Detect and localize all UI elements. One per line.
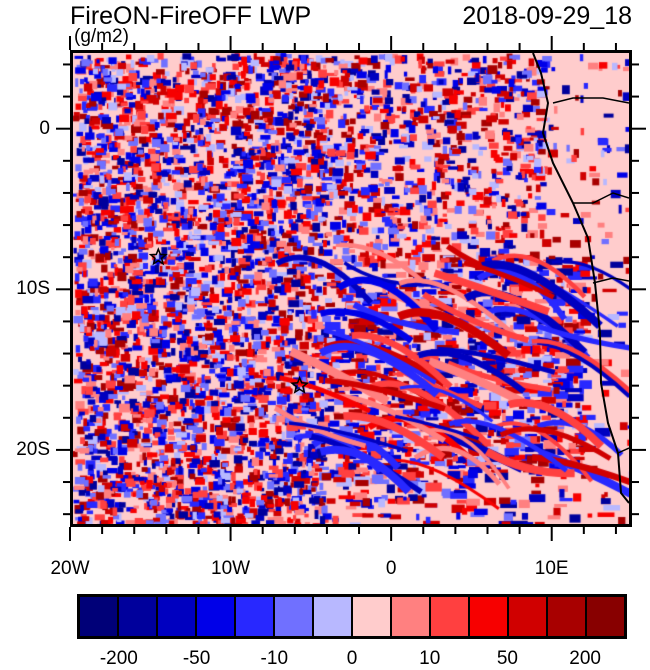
plot-date: 2018-09-29_18 bbox=[462, 2, 632, 30]
colorbar-label: 10 bbox=[419, 648, 441, 669]
coastline-overlay bbox=[532, 53, 629, 504]
colorbar-label: 50 bbox=[496, 648, 518, 669]
x-tick-label: 10E bbox=[534, 558, 569, 579]
x-tick-label: 0 bbox=[385, 558, 397, 579]
colorbar bbox=[77, 594, 627, 639]
colorbar-swatch bbox=[431, 597, 468, 636]
colorbar-swatch bbox=[509, 597, 546, 636]
colorbar-swatch bbox=[80, 597, 117, 636]
colorbar-label: 200 bbox=[569, 648, 601, 669]
colorbar-label: -50 bbox=[182, 648, 211, 669]
y-tick-label: 0 bbox=[39, 117, 50, 139]
border bbox=[617, 447, 629, 454]
x-tick-label: 10W bbox=[211, 558, 251, 579]
colorbar-swatch bbox=[119, 597, 156, 636]
colorbar-label: -10 bbox=[260, 648, 289, 669]
border bbox=[592, 277, 629, 284]
colorbar-swatch bbox=[314, 597, 351, 636]
units-label: (g/m2) bbox=[74, 26, 129, 47]
colorbar-swatch bbox=[197, 597, 234, 636]
colorbar-swatch bbox=[548, 597, 585, 636]
colorbar-label: 0 bbox=[346, 648, 358, 669]
star-marker bbox=[148, 247, 168, 266]
plot-title: FireON-FireOFF LWP bbox=[70, 2, 312, 30]
colorbar-swatch bbox=[158, 597, 195, 636]
colorbar-swatch bbox=[353, 597, 390, 636]
y-tick-label: 10S bbox=[16, 278, 50, 300]
y-tick-label: 20S bbox=[16, 438, 50, 460]
lwp-difference-field bbox=[73, 53, 629, 524]
colorbar-label: -200 bbox=[99, 648, 138, 669]
colorbar-swatch bbox=[236, 597, 273, 636]
colorbar-swatch bbox=[587, 597, 624, 636]
colorbar-swatch bbox=[392, 597, 429, 636]
colorbar-swatch bbox=[275, 597, 312, 636]
border bbox=[552, 97, 629, 104]
colorbar-swatch bbox=[470, 597, 507, 636]
border bbox=[573, 192, 629, 204]
coastline bbox=[532, 53, 629, 504]
x-tick-label: 20W bbox=[50, 558, 90, 579]
map-panel bbox=[70, 50, 632, 527]
star-marker bbox=[290, 375, 310, 394]
